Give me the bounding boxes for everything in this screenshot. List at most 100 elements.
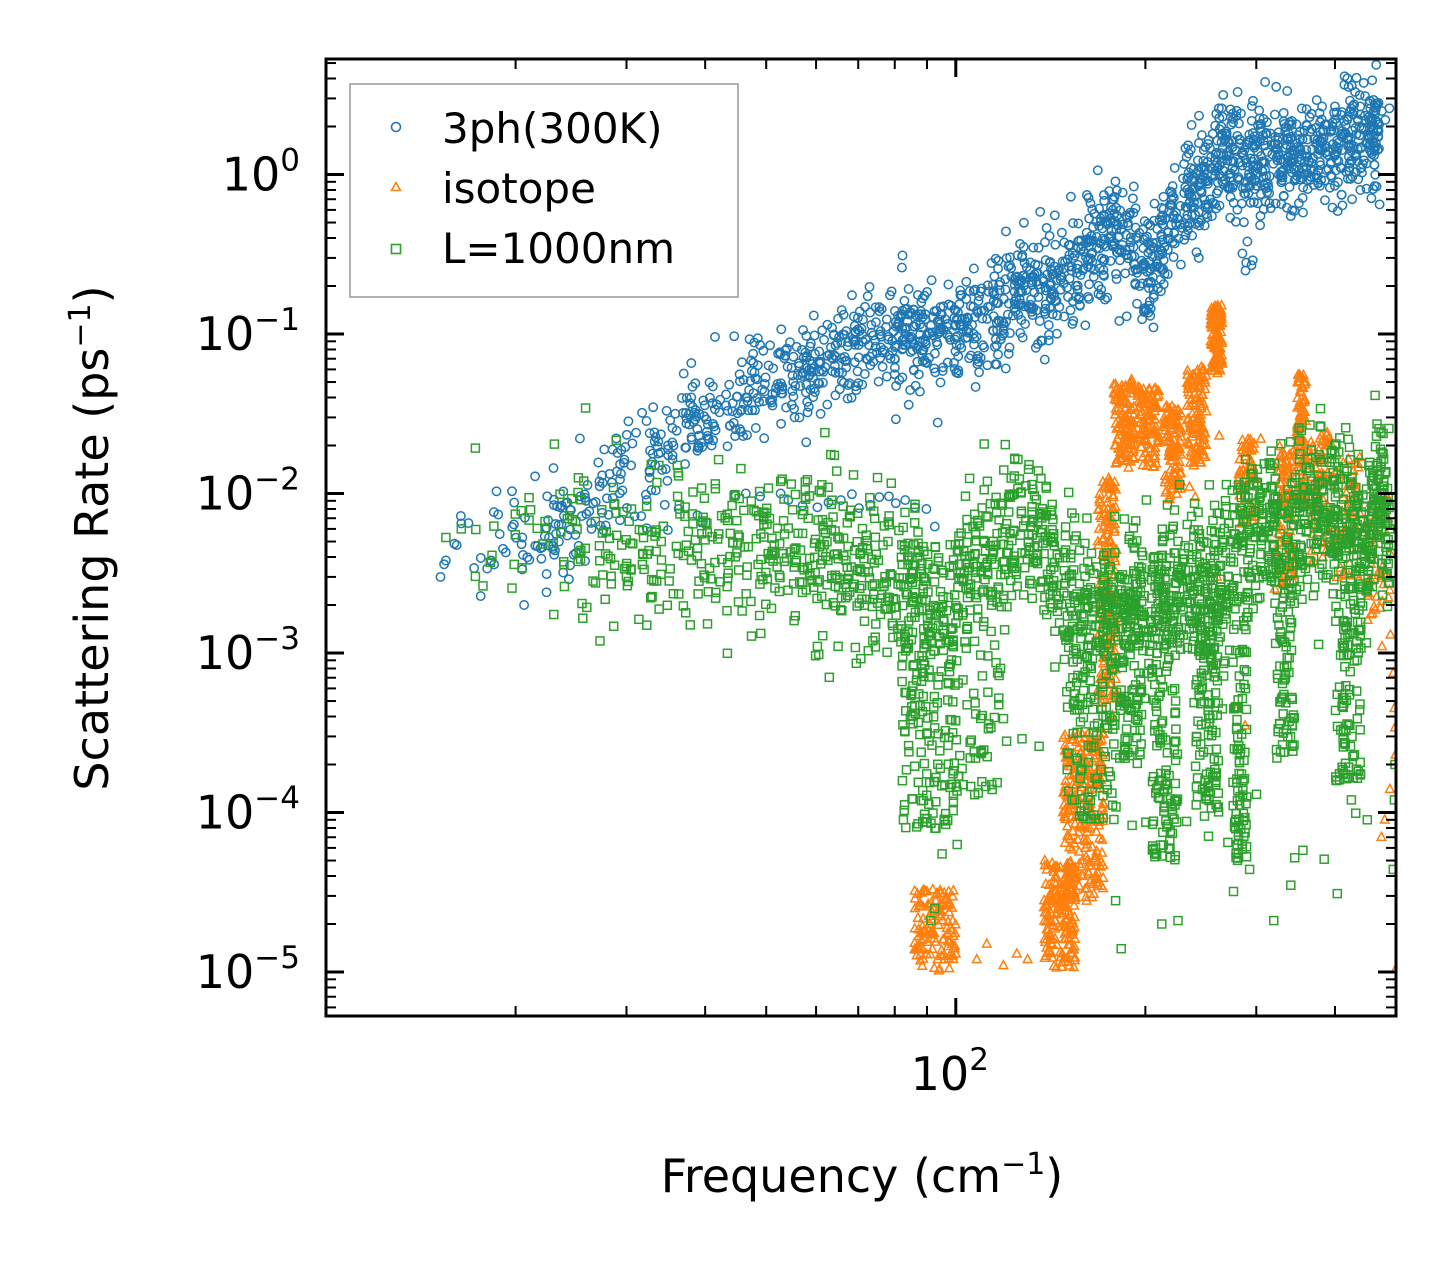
point-3ph-300k-: [1262, 146, 1273, 157]
point-3ph-300k-: [1269, 109, 1280, 120]
point-3ph-300k-: [1009, 303, 1020, 314]
point-3ph-300k-: [1143, 277, 1154, 288]
point-3ph-300k-: [767, 400, 778, 411]
point-3ph-300k-: [1362, 138, 1373, 149]
point-3ph-300k-: [920, 309, 931, 320]
point-3ph-300k-: [903, 284, 914, 294]
point-3ph-300k-: [708, 435, 719, 446]
point-3ph-300k-: [1035, 206, 1046, 217]
point-3ph-300k-: [1330, 101, 1340, 112]
point-3ph-300k-: [916, 297, 927, 308]
point-3ph-300k-: [1044, 329, 1054, 340]
point-3ph-300k-: [950, 319, 961, 330]
point-3ph-300k-: [1020, 319, 1031, 329]
point-3ph-300k-: [735, 406, 746, 417]
point-3ph-300k-: [1114, 244, 1125, 255]
point-3ph-300k-: [1108, 194, 1119, 205]
point-3ph-300k-: [1200, 142, 1211, 153]
point-3ph-300k-: [850, 381, 861, 392]
point-3ph-300k-: [1218, 89, 1229, 100]
point-3ph-300k-: [798, 325, 809, 336]
point-3ph-300k-: [1145, 303, 1156, 314]
point-3ph-300k-: [1145, 220, 1156, 231]
point-3ph-300k-: [802, 407, 813, 418]
point-3ph-300k-: [864, 281, 875, 292]
point-3ph-300k-: [1110, 216, 1121, 227]
point-3ph-300k-: [707, 398, 718, 409]
point-3ph-300k-: [1127, 193, 1138, 204]
point-3ph-300k-: [627, 438, 638, 449]
point-3ph-300k-: [1163, 227, 1174, 238]
point-3ph-300k-: [973, 295, 984, 306]
point-3ph-300k-: [760, 372, 771, 383]
point-3ph-300k-: [597, 470, 608, 481]
point-3ph-300k-: [1251, 180, 1262, 191]
point-3ph-300k-: [911, 319, 922, 330]
point-3ph-300k-: [607, 493, 618, 503]
point-3ph-300k-: [852, 312, 863, 323]
point-3ph-300k-: [621, 429, 632, 440]
point-3ph-300k-: [519, 600, 530, 610]
point-3ph-300k-: [584, 506, 595, 517]
point-3ph-300k-: [1329, 180, 1340, 191]
point-3ph-300k-: [968, 263, 979, 274]
point-3ph-300k-: [1265, 128, 1276, 139]
point-3ph-300k-: [1159, 269, 1170, 279]
point-3ph-300k-: [862, 354, 873, 365]
point-3ph-300k-: [815, 408, 826, 419]
point-3ph-300k-: [553, 519, 564, 530]
point-3ph-300k-: [774, 381, 785, 392]
point-3ph-300k-: [935, 377, 946, 388]
point-3ph-300k-: [758, 345, 769, 356]
point-3ph-300k-: [955, 285, 966, 296]
point-3ph-300k-: [801, 437, 812, 448]
point-3ph-300k-: [1327, 139, 1338, 150]
point-3ph-300k-: [1285, 157, 1296, 168]
point-3ph-300k-: [710, 331, 720, 342]
point-3ph-300k-: [839, 329, 850, 340]
point-3ph-300k-: [1368, 184, 1379, 195]
point-3ph-300k-: [1191, 169, 1202, 179]
point-3ph-300k-: [961, 294, 972, 304]
point-3ph-300k-: [1127, 266, 1138, 276]
point-3ph-300k-: [1298, 207, 1308, 218]
point-3ph-300k-: [1301, 144, 1312, 155]
point-3ph-300k-: [1028, 242, 1039, 253]
point-3ph-300k-: [1110, 176, 1121, 187]
point-3ph-300k-: [857, 379, 868, 390]
point-3ph-300k-: [836, 353, 847, 364]
point-3ph-300k-: [1003, 348, 1014, 359]
point-3ph-300k-: [1277, 175, 1287, 186]
point-3ph-300k-: [721, 389, 732, 400]
point-3ph-300k-: [905, 347, 916, 358]
point-3ph-300k-: [794, 412, 805, 423]
point-3ph-300k-: [1043, 335, 1054, 346]
point-3ph-300k-: [652, 441, 663, 452]
point-3ph-300k-: [1255, 220, 1266, 231]
point-3ph-300k-: [937, 366, 948, 376]
point-3ph-300k-: [491, 486, 502, 497]
point-3ph-300k-: [1200, 199, 1211, 210]
point-3ph-300k-: [848, 311, 859, 322]
point-3ph-300k-: [1266, 139, 1277, 150]
point-3ph-300k-: [897, 339, 908, 350]
point-3ph-300k-: [706, 440, 717, 451]
point-3ph-300k-: [1027, 310, 1038, 321]
point-3ph-300k-: [1009, 296, 1020, 307]
point-3ph-300k-: [1369, 159, 1380, 170]
point-3ph-300k-: [1000, 274, 1011, 285]
point-3ph-300k-: [982, 280, 993, 291]
point-3ph-300k-: [1000, 363, 1011, 374]
point-3ph-300k-: [1111, 268, 1121, 279]
point-3ph-300k-: [988, 325, 999, 336]
point-3ph-300k-: [1047, 266, 1058, 276]
point-3ph-300k-: [1067, 248, 1078, 259]
point-3ph-300k-: [842, 393, 853, 404]
point-3ph-300k-: [1018, 217, 1029, 228]
point-3ph-300k-: [873, 376, 884, 387]
point-3ph-300k-: [962, 312, 973, 323]
point-3ph-300k-: [860, 334, 871, 345]
point-3ph-300k-: [1248, 197, 1259, 208]
point-3ph-300k-: [791, 341, 802, 352]
point-3ph-300k-: [1043, 320, 1054, 330]
